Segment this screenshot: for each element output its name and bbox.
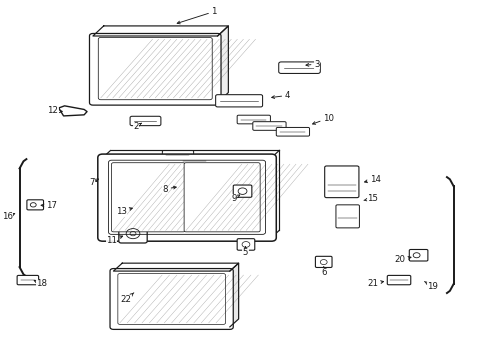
Text: 7: 7 <box>89 178 98 187</box>
Text: 8: 8 <box>162 184 176 194</box>
Text: 11: 11 <box>106 236 122 245</box>
FancyBboxPatch shape <box>386 275 410 285</box>
FancyBboxPatch shape <box>27 200 43 210</box>
Text: 10: 10 <box>312 113 333 124</box>
FancyBboxPatch shape <box>237 239 254 250</box>
FancyBboxPatch shape <box>98 154 276 241</box>
Polygon shape <box>93 26 228 36</box>
Polygon shape <box>217 26 228 103</box>
FancyBboxPatch shape <box>201 163 232 172</box>
FancyBboxPatch shape <box>233 185 251 197</box>
FancyBboxPatch shape <box>162 150 193 159</box>
Text: 6: 6 <box>320 267 326 277</box>
Text: 17: 17 <box>41 202 57 210</box>
Polygon shape <box>229 263 238 327</box>
FancyBboxPatch shape <box>111 163 184 232</box>
Text: 19: 19 <box>424 282 437 291</box>
Text: 9: 9 <box>231 194 239 203</box>
Text: 18: 18 <box>34 279 47 288</box>
FancyBboxPatch shape <box>17 275 39 285</box>
FancyBboxPatch shape <box>278 62 320 73</box>
Text: 12: 12 <box>47 107 62 115</box>
Polygon shape <box>113 263 238 271</box>
FancyBboxPatch shape <box>179 157 210 166</box>
Text: 16: 16 <box>2 212 15 221</box>
Text: 3: 3 <box>305 60 319 69</box>
FancyBboxPatch shape <box>276 127 309 136</box>
FancyBboxPatch shape <box>183 163 260 232</box>
FancyBboxPatch shape <box>335 205 359 228</box>
Text: 1: 1 <box>177 7 217 24</box>
Text: 5: 5 <box>242 247 248 257</box>
FancyBboxPatch shape <box>324 166 358 198</box>
FancyBboxPatch shape <box>215 95 262 107</box>
Polygon shape <box>59 106 87 116</box>
FancyBboxPatch shape <box>252 122 285 130</box>
FancyBboxPatch shape <box>119 224 147 243</box>
Text: 13: 13 <box>116 207 132 216</box>
FancyBboxPatch shape <box>408 249 427 261</box>
Text: 2: 2 <box>133 122 141 131</box>
FancyBboxPatch shape <box>89 33 221 105</box>
FancyBboxPatch shape <box>237 115 270 124</box>
Text: 21: 21 <box>366 279 383 288</box>
FancyBboxPatch shape <box>130 116 161 126</box>
FancyBboxPatch shape <box>315 256 331 267</box>
FancyBboxPatch shape <box>110 269 233 329</box>
Text: 15: 15 <box>363 194 377 203</box>
Text: 4: 4 <box>271 91 290 100</box>
Text: 20: 20 <box>394 256 410 264</box>
Text: 14: 14 <box>364 175 380 184</box>
Text: 22: 22 <box>121 293 134 304</box>
